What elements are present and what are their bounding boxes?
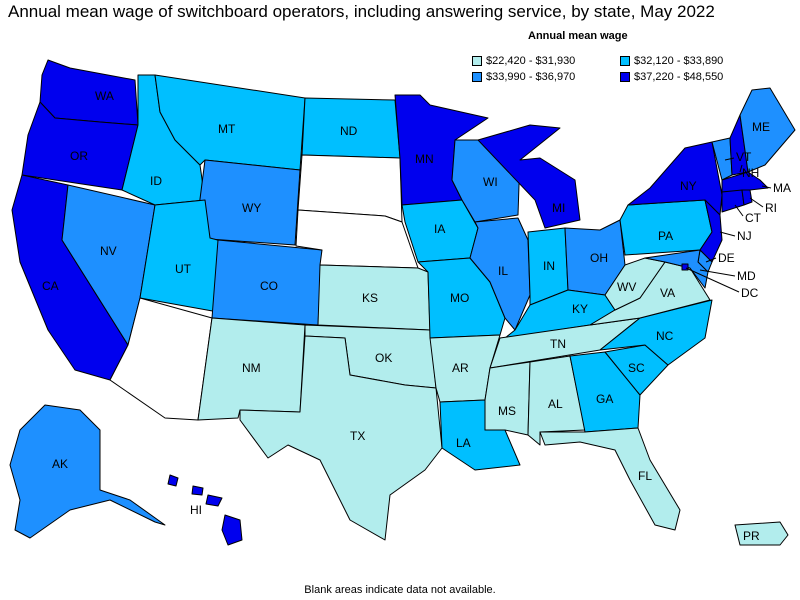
label-MN: MN (415, 152, 434, 166)
label-MT: MT (218, 122, 236, 136)
legend-label-2: $32,120 - $33,890 (634, 55, 724, 67)
label-NM: NM (242, 361, 261, 375)
label-AK: AK (52, 457, 68, 471)
label-UT: UT (175, 262, 192, 276)
legend-swatch-3 (472, 72, 482, 82)
label-IN: IN (543, 259, 555, 273)
label-WY: WY (242, 201, 261, 215)
state-WA[interactable] (39, 59, 139, 126)
label-MA: MA (773, 181, 791, 195)
label-HI: HI (190, 503, 202, 517)
state-FL[interactable] (539, 427, 681, 531)
leader-lines (685, 157, 772, 293)
label-DC: DC (741, 286, 759, 300)
legend-title: Annual mean wage (528, 30, 628, 42)
label-ID: ID (150, 174, 162, 188)
legend-swatch-2 (620, 56, 630, 66)
state-GA[interactable] (569, 351, 641, 433)
label-MI: MI (552, 201, 565, 215)
state-HI[interactable] (167, 474, 243, 546)
label-WV: WV (617, 280, 636, 294)
state-PA[interactable] (619, 199, 713, 256)
legend-label-1: $22,420 - $31,930 (486, 55, 576, 67)
label-VT: VT (736, 150, 752, 164)
label-TX: TX (350, 429, 365, 443)
label-RI: RI (765, 201, 777, 215)
label-NC: NC (656, 329, 674, 343)
label-ME: ME (752, 120, 770, 134)
state-DC[interactable] (681, 263, 689, 271)
state-RI[interactable] (741, 189, 753, 206)
leader-VT (724, 157, 735, 161)
legend-swatch-1 (472, 56, 482, 66)
label-PR: PR (743, 529, 760, 543)
label-CT: CT (745, 211, 762, 225)
legend-item-4: $37,220 - $48,550 (620, 71, 723, 83)
legend-item-1: $22,420 - $31,930 (472, 55, 575, 67)
label-MO: MO (450, 291, 469, 305)
state-TX[interactable] (239, 335, 443, 541)
label-IA: IA (434, 222, 445, 236)
state-MI[interactable] (477, 124, 581, 229)
label-TN: TN (550, 337, 566, 351)
legend-swatch-4 (620, 72, 630, 82)
label-DE: DE (718, 251, 735, 265)
label-WI: WI (483, 175, 498, 189)
label-NY: NY (680, 179, 697, 193)
footnote: Blank areas indicate data not available. (304, 584, 496, 596)
legend-label-3: $33,990 - $36,970 (486, 71, 576, 83)
legend-item-3: $33,990 - $36,970 (472, 71, 575, 83)
label-OR: OR (70, 149, 88, 163)
label-FL: FL (638, 469, 652, 483)
state-PR[interactable] (734, 521, 789, 546)
label-KY: KY (572, 302, 588, 316)
label-AL: AL (548, 397, 563, 411)
label-SC: SC (628, 361, 645, 375)
leader-MA (761, 185, 772, 189)
label-OK: OK (375, 351, 392, 365)
label-WA: WA (95, 89, 114, 103)
label-IL: IL (498, 264, 508, 278)
state-CT[interactable] (721, 189, 745, 213)
label-NJ: NJ (737, 229, 752, 243)
leader-DE (705, 257, 717, 263)
label-MD: MD (737, 269, 756, 283)
leader-CT (734, 204, 744, 217)
state-labels: WA OR CA NV ID MT WY UT CO NM ND KS OK T… (42, 89, 791, 543)
label-PA: PA (658, 229, 673, 243)
label-ND: ND (340, 124, 358, 138)
leader-RI (749, 197, 764, 208)
leader-NJ (719, 231, 736, 237)
state-MS[interactable] (484, 361, 531, 436)
label-NH: NH (742, 166, 759, 180)
label-LA: LA (456, 436, 471, 450)
label-CA: CA (42, 279, 59, 293)
state-AK[interactable] (9, 404, 166, 539)
label-CO: CO (260, 279, 278, 293)
label-KS: KS (362, 291, 378, 305)
leader-DC (685, 267, 740, 293)
legend-label-4: $37,220 - $48,550 (634, 71, 724, 83)
label-GA: GA (596, 392, 613, 406)
label-VA: VA (660, 286, 675, 300)
leader-NH (739, 164, 743, 173)
label-AR: AR (452, 361, 469, 375)
label-OH: OH (590, 251, 608, 265)
state-IL[interactable] (469, 217, 531, 331)
map-title: Annual mean wage of switchboard operator… (8, 2, 715, 21)
state-MD[interactable] (644, 249, 709, 289)
legend-item-2: $32,120 - $33,890 (620, 55, 723, 67)
label-NV: NV (100, 244, 117, 258)
label-MS: MS (498, 404, 516, 418)
leader-MD (699, 269, 736, 277)
